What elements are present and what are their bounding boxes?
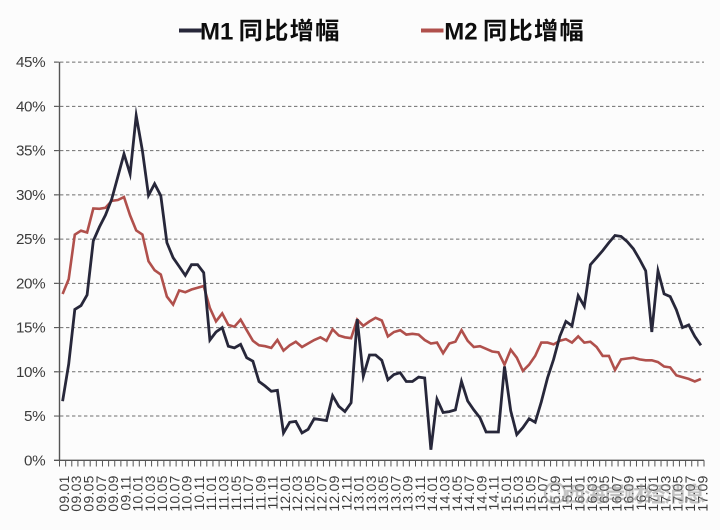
svg-text:13.05: 13.05 bbox=[375, 475, 391, 511]
svg-text:10.07: 10.07 bbox=[166, 475, 182, 511]
svg-text:17.09: 17.09 bbox=[694, 475, 710, 511]
svg-text:14.01: 14.01 bbox=[424, 475, 440, 511]
svg-text:12.03: 12.03 bbox=[289, 475, 305, 511]
svg-text:14.07: 14.07 bbox=[461, 475, 477, 511]
svg-text:30%: 30% bbox=[16, 187, 45, 204]
svg-text:09.11: 09.11 bbox=[117, 475, 133, 510]
svg-text:16.07: 16.07 bbox=[608, 475, 624, 511]
svg-text:5%: 5% bbox=[24, 408, 45, 425]
svg-text:10%: 10% bbox=[16, 364, 45, 381]
svg-text:10.03: 10.03 bbox=[142, 475, 158, 511]
svg-text:11.03: 11.03 bbox=[216, 475, 232, 510]
svg-text:14.09: 14.09 bbox=[473, 475, 489, 511]
svg-text:15%: 15% bbox=[16, 320, 45, 337]
svg-text:13.07: 13.07 bbox=[387, 475, 403, 511]
svg-text:09.03: 09.03 bbox=[68, 475, 84, 511]
svg-text:10.09: 10.09 bbox=[179, 475, 195, 511]
svg-text:12.05: 12.05 bbox=[301, 475, 317, 511]
svg-text:14.11: 14.11 bbox=[486, 475, 502, 510]
svg-text:12.11: 12.11 bbox=[338, 475, 354, 510]
svg-text:09.07: 09.07 bbox=[93, 475, 109, 511]
svg-text:11.09: 11.09 bbox=[252, 475, 268, 510]
svg-text:10.05: 10.05 bbox=[154, 475, 170, 511]
svg-text:45%: 45% bbox=[16, 54, 45, 71]
svg-text:12.09: 12.09 bbox=[326, 475, 342, 511]
svg-text:11.07: 11.07 bbox=[240, 475, 256, 510]
svg-text:11.11: 11.11 bbox=[265, 475, 281, 509]
svg-text:11.01: 11.01 bbox=[203, 475, 219, 510]
svg-text:13.03: 13.03 bbox=[363, 475, 379, 511]
svg-text:15.01: 15.01 bbox=[498, 475, 514, 511]
svg-text:10.01: 10.01 bbox=[130, 475, 146, 511]
svg-text:M1: M1 bbox=[200, 19, 233, 46]
svg-text:13.01: 13.01 bbox=[351, 475, 367, 511]
svg-text:09.01: 09.01 bbox=[56, 475, 72, 511]
svg-text:M2: M2 bbox=[444, 19, 477, 46]
svg-text:15.05: 15.05 bbox=[522, 475, 538, 511]
svg-text:13.09: 13.09 bbox=[400, 475, 416, 511]
svg-text:09.09: 09.09 bbox=[105, 475, 121, 511]
svg-text:40%: 40% bbox=[16, 98, 45, 115]
svg-text:11.05: 11.05 bbox=[228, 475, 244, 510]
svg-text:14.03: 14.03 bbox=[436, 475, 452, 511]
svg-text:15.03: 15.03 bbox=[510, 475, 526, 511]
svg-text:15.07: 15.07 bbox=[535, 475, 551, 511]
svg-text:20%: 20% bbox=[16, 275, 45, 292]
svg-text:14.05: 14.05 bbox=[449, 475, 465, 511]
svg-text:13.11: 13.11 bbox=[412, 475, 428, 510]
svg-text:35%: 35% bbox=[16, 143, 45, 160]
svg-text:12.01: 12.01 bbox=[277, 475, 293, 511]
svg-text:12.07: 12.07 bbox=[314, 475, 330, 511]
svg-text:0%: 0% bbox=[24, 452, 45, 469]
svg-text:25%: 25% bbox=[16, 231, 45, 248]
svg-text:09.05: 09.05 bbox=[80, 475, 96, 511]
svg-text:10.11: 10.11 bbox=[191, 475, 207, 510]
